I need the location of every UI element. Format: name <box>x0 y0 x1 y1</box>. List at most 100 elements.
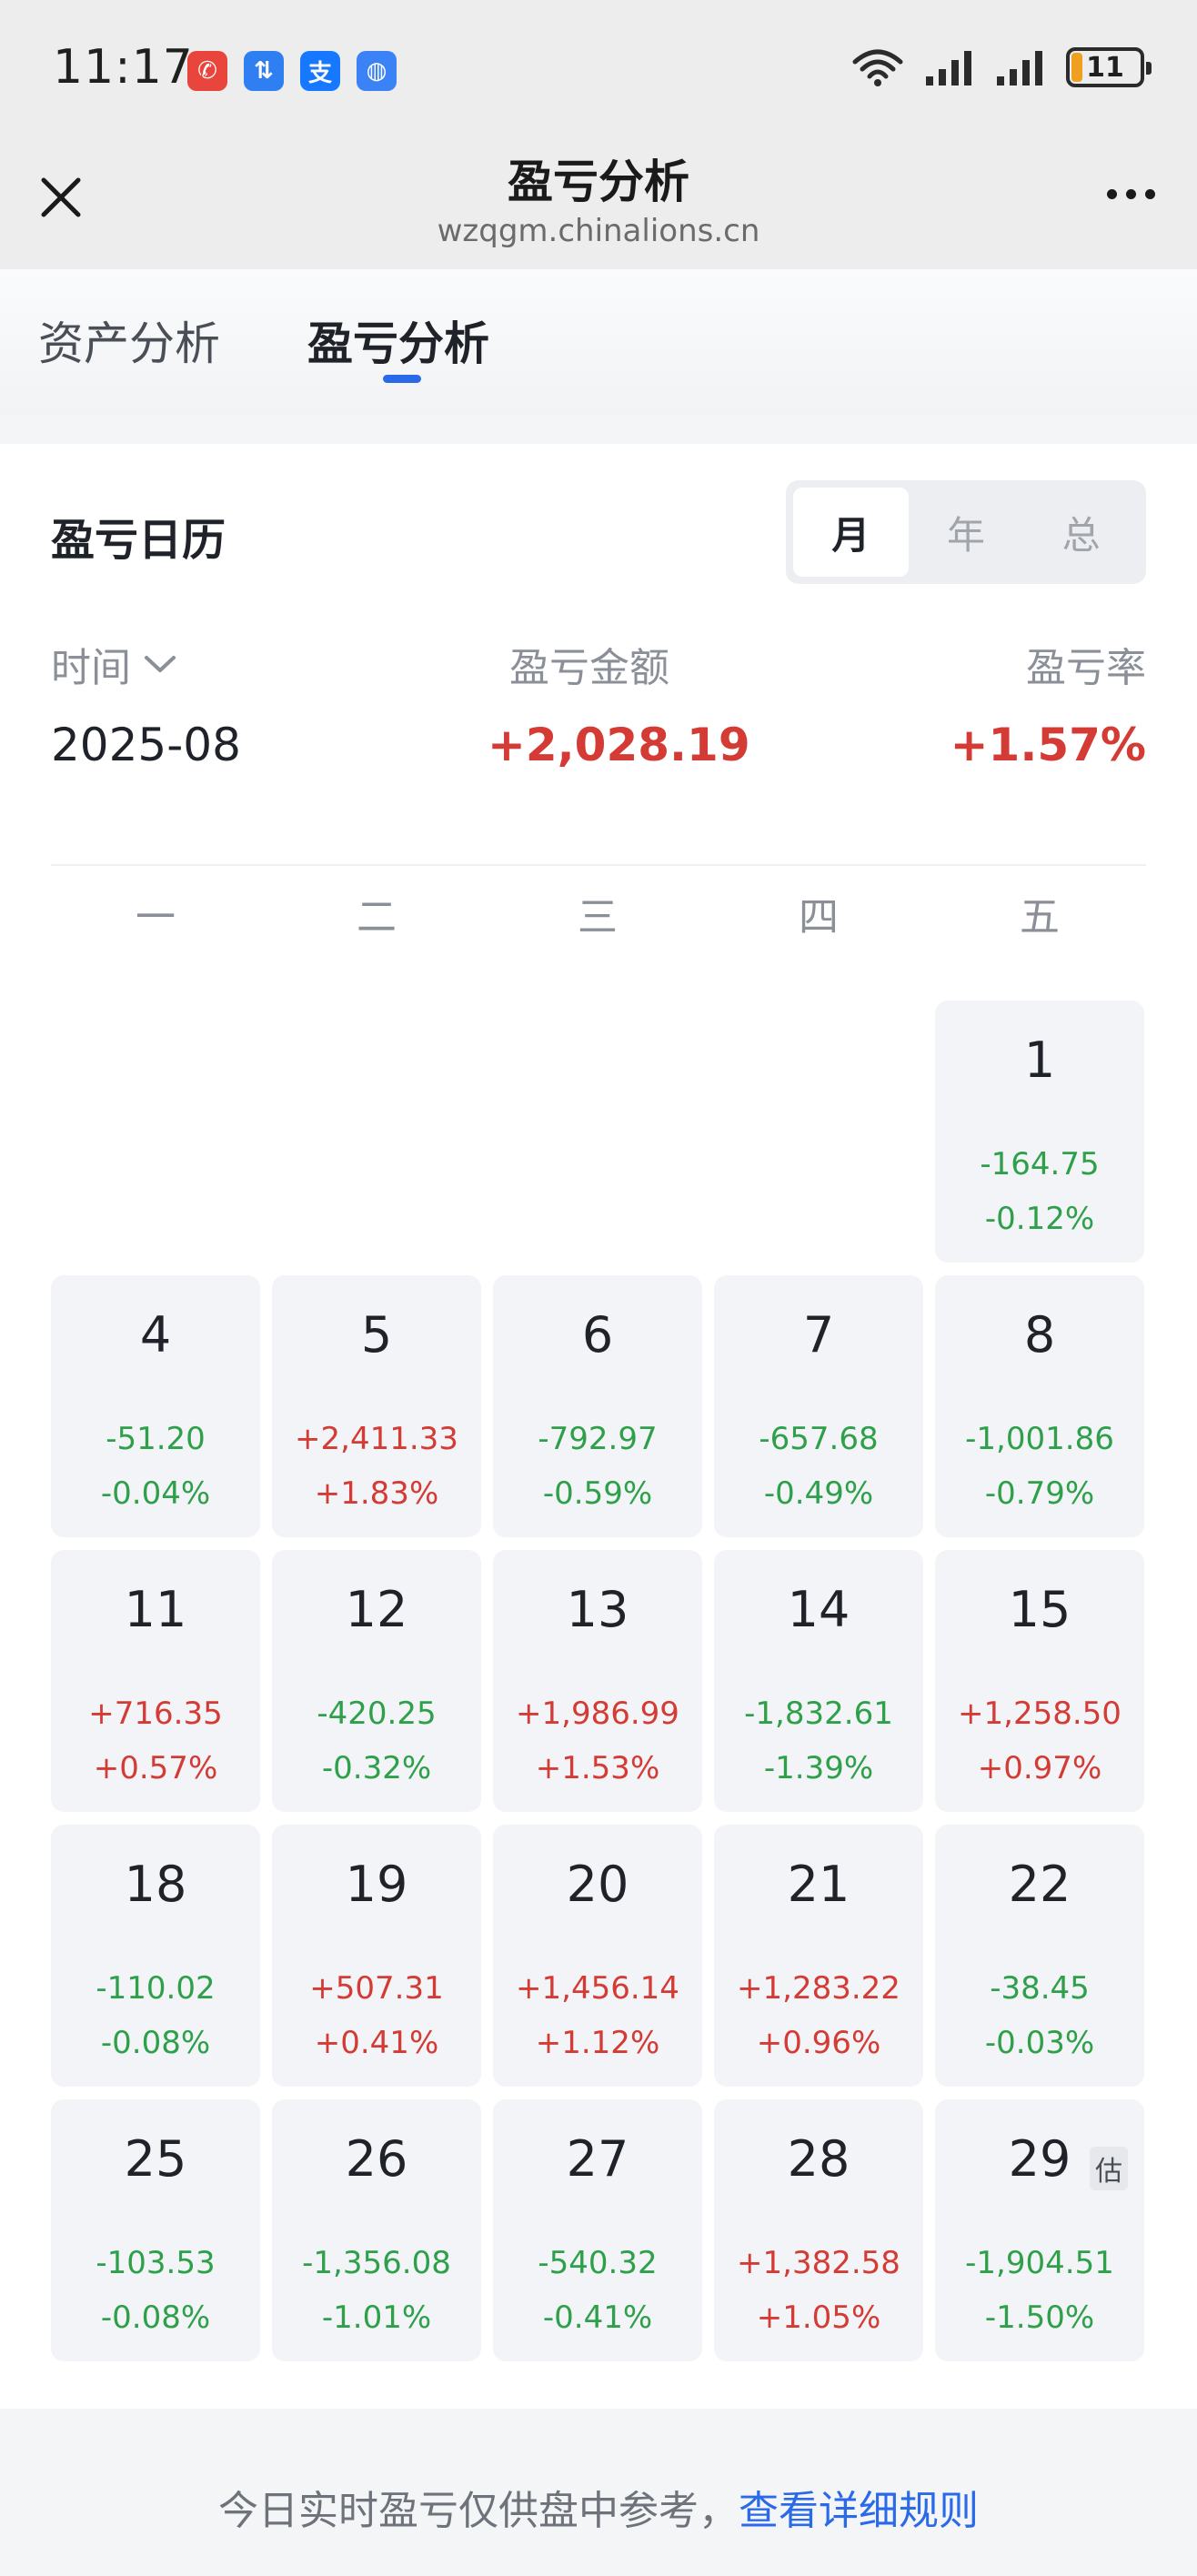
day-pnl-amount: -540.32 <box>538 2245 658 2281</box>
day-pnl-amount: -792.97 <box>538 1421 658 1457</box>
calendar-day-cell[interactable]: 18 -110.02 -0.08% <box>51 1825 260 2087</box>
divider <box>51 864 1146 866</box>
day-pnl-amount: -38.45 <box>990 1970 1090 2007</box>
page-title: 盈亏分析 <box>508 156 689 208</box>
period-total-button[interactable]: 总 <box>1061 512 1101 558</box>
weekday-header: 一 <box>136 894 176 941</box>
footer-note: 今日实时盈亏仅供盘中参考，查看详细规则 <box>0 2478 1197 2536</box>
calendar-day-cell[interactable]: 25 -103.53 -0.08% <box>51 2099 260 2361</box>
weekday-header: 四 <box>799 894 839 941</box>
rate-label: 盈亏率 <box>1026 645 1146 691</box>
day-pnl-amount: -1,001.86 <box>965 1421 1114 1457</box>
day-number: 25 <box>124 2130 187 2188</box>
calendar-day-cell[interactable]: 27 -540.32 -0.41% <box>493 2099 702 2361</box>
day-number: 8 <box>1023 1306 1056 1363</box>
calendar-day-cell[interactable]: 4 -51.20 -0.04% <box>51 1275 260 1537</box>
calendar-day-cell[interactable]: 21 +1,283.22 +0.96% <box>714 1825 923 2087</box>
day-number: 21 <box>787 1856 850 1913</box>
signal-icon <box>926 51 971 86</box>
calendar-day-cell[interactable]: 7 -657.68 -0.49% <box>714 1275 923 1537</box>
day-pnl-amount: -51.20 <box>106 1421 206 1457</box>
transfer-app-icon: ⇅ <box>244 51 284 91</box>
day-pnl-rate: -0.79% <box>984 1475 1095 1512</box>
calendar-day-cell[interactable]: 29 估 -1,904.51 -1.50% <box>935 2099 1144 2361</box>
day-pnl-rate: -1.01% <box>321 2299 432 2336</box>
day-pnl-amount: +2,411.33 <box>295 1421 458 1457</box>
day-pnl-rate: +1.12% <box>535 2025 660 2061</box>
day-pnl-amount: +1,283.22 <box>737 1970 900 2007</box>
calendar-day-cell[interactable]: 12 -420.25 -0.32% <box>272 1550 481 1812</box>
day-pnl-amount: -420.25 <box>317 1696 437 1732</box>
day-number: 18 <box>124 1856 187 1913</box>
alipay-app-icon: 支 <box>300 51 340 91</box>
calendar-day-cell[interactable]: 11 +716.35 +0.57% <box>51 1550 260 1812</box>
period-selector: 月 年 总 <box>786 480 1146 584</box>
calendar-day-cell[interactable]: 15 +1,258.50 +0.97% <box>935 1550 1144 1812</box>
calendar-day-cell[interactable]: 14 -1,832.61 -1.39% <box>714 1550 923 1812</box>
time-selector[interactable]: 时间 <box>51 635 176 693</box>
day-pnl-rate: +0.57% <box>93 1750 218 1786</box>
day-pnl-rate: +0.41% <box>314 2025 439 2061</box>
browser-app-icon: ◍ <box>357 51 397 91</box>
day-number: 20 <box>566 1856 629 1913</box>
day-number: 26 <box>345 2130 408 2188</box>
calendar-day-cell[interactable]: 8 -1,001.86 -0.79% <box>935 1275 1144 1537</box>
pnl-calendar-card: 盈亏日历 月 年 总 时间 盈亏金额 盈亏率 2025-08 +2,028.19… <box>0 444 1197 2409</box>
calendar-day-cell[interactable]: 26 -1,356.08 -1.01% <box>272 2099 481 2361</box>
day-number: 14 <box>787 1581 850 1638</box>
day-number: 28 <box>787 2130 850 2188</box>
signal-icon <box>997 51 1042 86</box>
day-pnl-rate: -0.08% <box>100 2025 211 2061</box>
period-month-button[interactable]: 月 <box>793 488 909 577</box>
day-pnl-rate: -1.39% <box>763 1750 874 1786</box>
phone-app-icon: ✆ <box>187 51 227 91</box>
day-pnl-amount: -110.02 <box>96 1970 216 2007</box>
day-number: 15 <box>1008 1581 1071 1638</box>
day-pnl-amount: +1,258.50 <box>958 1696 1122 1732</box>
calendar-day-cell[interactable]: 22 -38.45 -0.03% <box>935 1825 1144 2087</box>
day-pnl-amount: -1,832.61 <box>744 1696 893 1732</box>
amount-label: 盈亏金额 <box>509 645 669 691</box>
weekday-header: 三 <box>578 894 618 941</box>
day-pnl-amount: -164.75 <box>980 1146 1100 1182</box>
day-pnl-amount: -1,356.08 <box>302 2245 451 2281</box>
title-bar: 盈亏分析 wzqgm.chinalions.cn <box>0 146 1197 269</box>
calendar-day-cell[interactable]: 19 +507.31 +0.41% <box>272 1825 481 2087</box>
close-icon[interactable] <box>38 175 84 220</box>
tab-bar: 资产分析 盈亏分析 <box>0 269 1197 415</box>
calendar-day-cell[interactable]: 20 +1,456.14 +1.12% <box>493 1825 702 2087</box>
selected-month: 2025-08 <box>51 719 241 771</box>
more-menu-icon[interactable] <box>1107 189 1155 199</box>
status-bar: 11:17 ✆ ⇅ 支 ◍ 11 <box>0 0 1197 146</box>
wifi-icon <box>852 49 903 86</box>
day-number: 11 <box>124 1581 187 1638</box>
total-pnl-rate: +1.57% <box>950 719 1146 771</box>
day-number: 7 <box>802 1306 835 1363</box>
calendar-day-cell[interactable]: 5 +2,411.33 +1.83% <box>272 1275 481 1537</box>
day-pnl-amount: -103.53 <box>96 2245 216 2281</box>
day-pnl-rate: -0.41% <box>542 2299 653 2336</box>
rules-link[interactable]: 查看详细规则 <box>739 2488 979 2534</box>
day-pnl-amount: -657.68 <box>759 1421 879 1457</box>
footer-text: 今日实时盈亏仅供盘中参考， <box>218 2488 739 2534</box>
period-year-button[interactable]: 年 <box>947 512 986 558</box>
day-pnl-rate: -1.50% <box>984 2299 1095 2336</box>
day-number: 29 <box>1008 2130 1071 2188</box>
tab-asset-analysis[interactable]: 资产分析 <box>38 317 220 370</box>
day-pnl-rate: +1.83% <box>314 1475 439 1512</box>
calendar-day-cell[interactable]: 13 +1,986.99 +1.53% <box>493 1550 702 1812</box>
tab-pnl-analysis[interactable]: 盈亏分析 <box>307 317 489 370</box>
calendar-title: 盈亏日历 <box>51 515 226 566</box>
day-pnl-rate: +0.96% <box>756 2025 881 2061</box>
day-number: 4 <box>139 1306 172 1363</box>
day-number: 1 <box>1023 1031 1056 1089</box>
calendar-day-cell[interactable]: 28 +1,382.58 +1.05% <box>714 2099 923 2361</box>
calendar-day-cell[interactable]: 6 -792.97 -0.59% <box>493 1275 702 1537</box>
estimate-badge: 估 <box>1090 2147 1128 2190</box>
calendar-day-cell[interactable]: 1 -164.75 -0.12% <box>935 1001 1144 1263</box>
day-pnl-amount: +1,456.14 <box>516 1970 679 2007</box>
battery-icon: 11 <box>1066 47 1152 87</box>
day-pnl-rate: -0.08% <box>100 2299 211 2336</box>
day-pnl-rate: -0.12% <box>984 1201 1095 1237</box>
day-pnl-rate: +1.05% <box>756 2299 881 2336</box>
